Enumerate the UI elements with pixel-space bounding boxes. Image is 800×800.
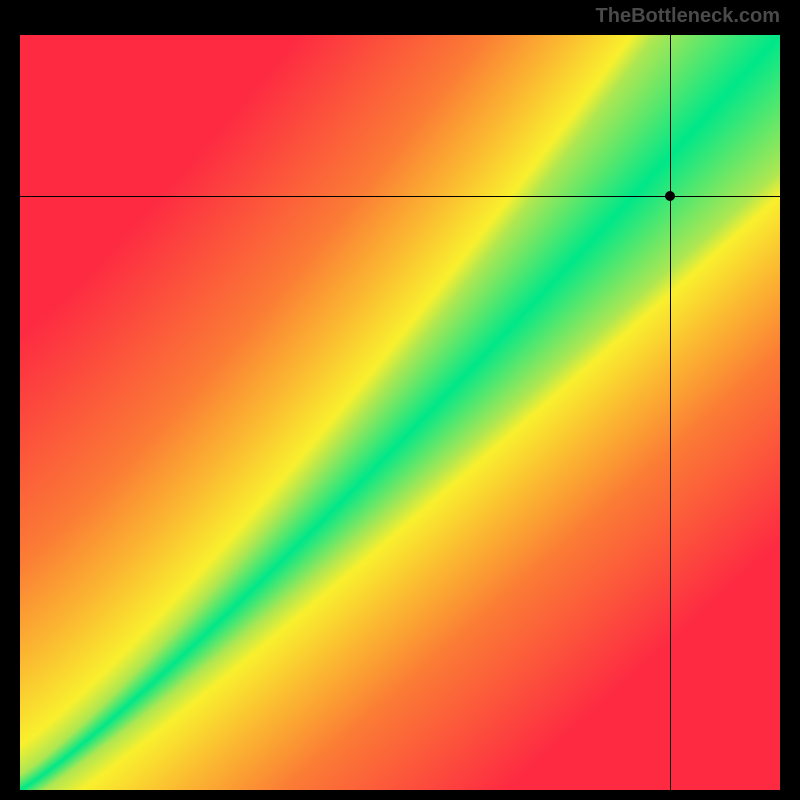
watermark-text: TheBottleneck.com bbox=[596, 5, 780, 28]
heatmap-chart bbox=[20, 35, 780, 790]
marker-dot bbox=[665, 191, 675, 201]
heatmap-canvas bbox=[20, 35, 780, 790]
crosshair-vertical bbox=[670, 35, 671, 790]
chart-container: TheBottleneck.com bbox=[0, 0, 800, 800]
